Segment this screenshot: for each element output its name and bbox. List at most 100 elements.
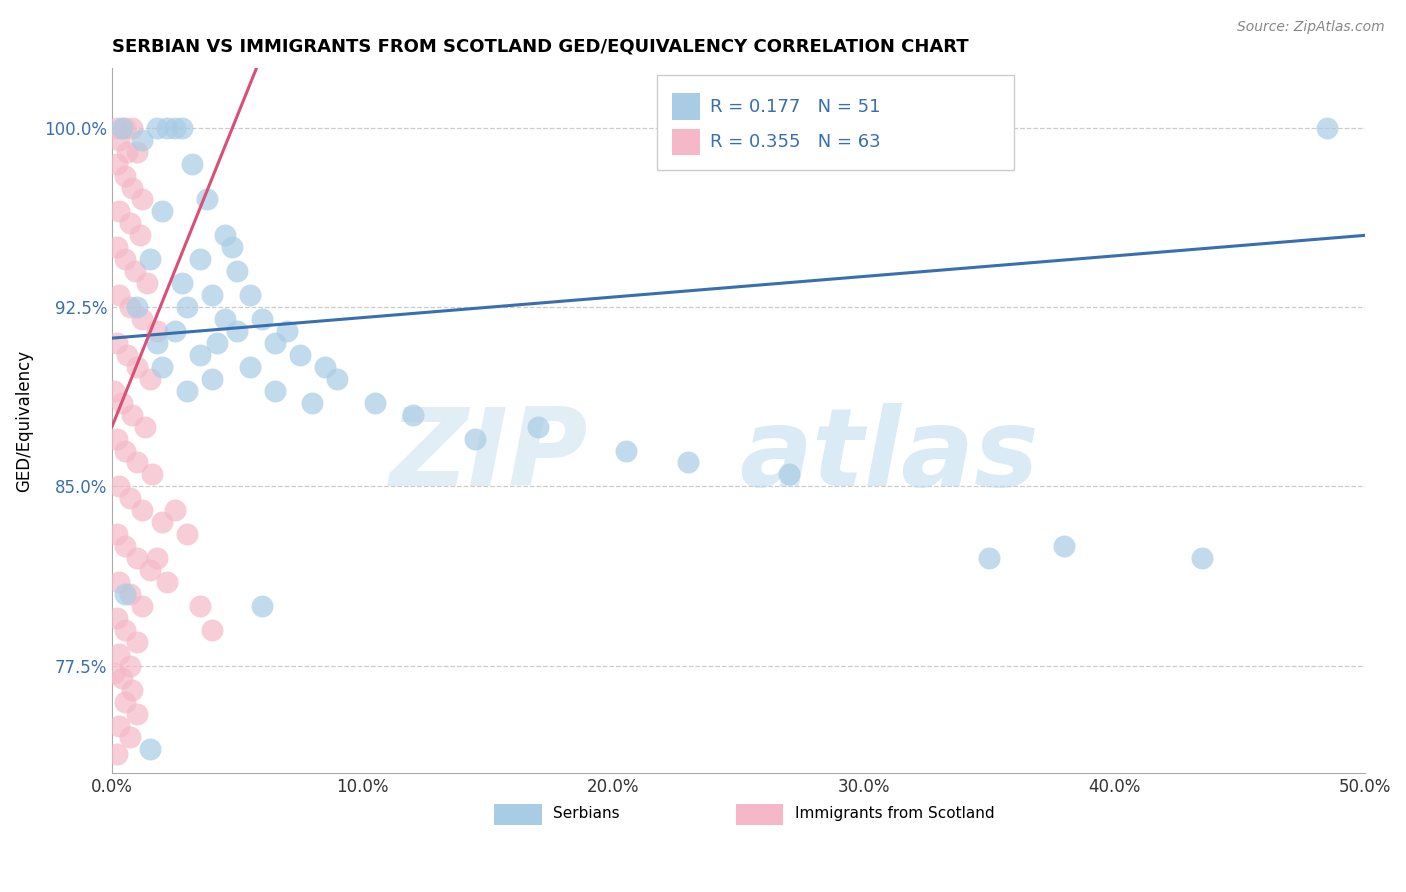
- Point: [527, 419, 550, 434]
- Point: [114, 443, 136, 458]
- Point: [131, 133, 153, 147]
- Point: [263, 335, 285, 350]
- Point: [118, 491, 141, 506]
- Point: [134, 419, 156, 434]
- Text: SERBIAN VS IMMIGRANTS FROM SCOTLAND GED/EQUIVALENCY CORRELATION CHART: SERBIAN VS IMMIGRANTS FROM SCOTLAND GED/…: [112, 37, 969, 55]
- Point: [136, 276, 159, 290]
- Point: [131, 312, 153, 326]
- Point: [1191, 551, 1213, 566]
- Text: R = 0.177   N = 51: R = 0.177 N = 51: [710, 98, 880, 116]
- Point: [778, 467, 800, 482]
- Point: [125, 300, 148, 314]
- Point: [252, 599, 274, 613]
- Point: [163, 324, 186, 338]
- FancyBboxPatch shape: [494, 804, 541, 825]
- Point: [195, 193, 218, 207]
- Point: [138, 742, 160, 756]
- Point: [138, 563, 160, 577]
- FancyBboxPatch shape: [657, 75, 1014, 170]
- Point: [118, 587, 141, 601]
- Point: [125, 551, 148, 566]
- Point: [146, 551, 169, 566]
- Text: atlas: atlas: [740, 403, 1039, 509]
- Point: [205, 335, 228, 350]
- Point: [105, 335, 128, 350]
- Point: [221, 240, 243, 254]
- Point: [114, 539, 136, 553]
- Point: [1053, 539, 1076, 553]
- Point: [138, 252, 160, 267]
- Text: ZIP: ZIP: [389, 403, 588, 509]
- Point: [105, 156, 128, 170]
- Point: [226, 264, 249, 278]
- Point: [114, 695, 136, 709]
- Point: [111, 671, 134, 685]
- Point: [108, 288, 131, 302]
- Point: [1316, 120, 1339, 135]
- Point: [239, 359, 262, 374]
- Point: [176, 300, 198, 314]
- Point: [401, 408, 423, 422]
- Point: [111, 120, 134, 135]
- Point: [163, 503, 186, 517]
- Point: [115, 348, 138, 362]
- FancyBboxPatch shape: [672, 94, 700, 120]
- Point: [121, 180, 143, 194]
- Point: [263, 384, 285, 398]
- Point: [108, 479, 131, 493]
- Text: R = 0.355   N = 63: R = 0.355 N = 63: [710, 133, 880, 151]
- Point: [114, 120, 136, 135]
- Point: [118, 216, 141, 230]
- Point: [108, 647, 131, 661]
- Point: [141, 467, 163, 482]
- Point: [181, 156, 204, 170]
- Point: [977, 551, 1000, 566]
- Point: [252, 312, 274, 326]
- Point: [150, 359, 173, 374]
- Point: [125, 359, 148, 374]
- Text: Immigrants from Scotland: Immigrants from Scotland: [794, 806, 994, 821]
- Point: [239, 288, 262, 302]
- Text: Serbians: Serbians: [553, 806, 620, 821]
- Point: [121, 408, 143, 422]
- Point: [105, 611, 128, 625]
- Point: [226, 324, 249, 338]
- Point: [125, 455, 148, 469]
- Point: [188, 252, 211, 267]
- Point: [105, 747, 128, 762]
- Point: [114, 587, 136, 601]
- Point: [176, 527, 198, 541]
- Point: [464, 432, 486, 446]
- Point: [115, 145, 138, 159]
- Point: [114, 252, 136, 267]
- Point: [146, 120, 169, 135]
- Point: [105, 432, 128, 446]
- Point: [124, 264, 146, 278]
- Point: [108, 204, 131, 219]
- Point: [103, 665, 125, 680]
- Point: [125, 706, 148, 721]
- Point: [121, 682, 143, 697]
- Point: [176, 384, 198, 398]
- Point: [125, 145, 148, 159]
- Point: [364, 395, 387, 409]
- Point: [118, 658, 141, 673]
- Point: [314, 359, 336, 374]
- Point: [105, 120, 128, 135]
- Point: [118, 731, 141, 745]
- Point: [131, 193, 153, 207]
- Point: [121, 120, 143, 135]
- Point: [146, 324, 169, 338]
- Point: [114, 169, 136, 183]
- Point: [201, 623, 224, 637]
- Point: [118, 300, 141, 314]
- Point: [108, 133, 131, 147]
- Point: [276, 324, 298, 338]
- Point: [108, 575, 131, 590]
- Point: [105, 240, 128, 254]
- Point: [201, 288, 224, 302]
- Point: [188, 348, 211, 362]
- Point: [214, 312, 236, 326]
- Point: [172, 276, 194, 290]
- Point: [108, 718, 131, 732]
